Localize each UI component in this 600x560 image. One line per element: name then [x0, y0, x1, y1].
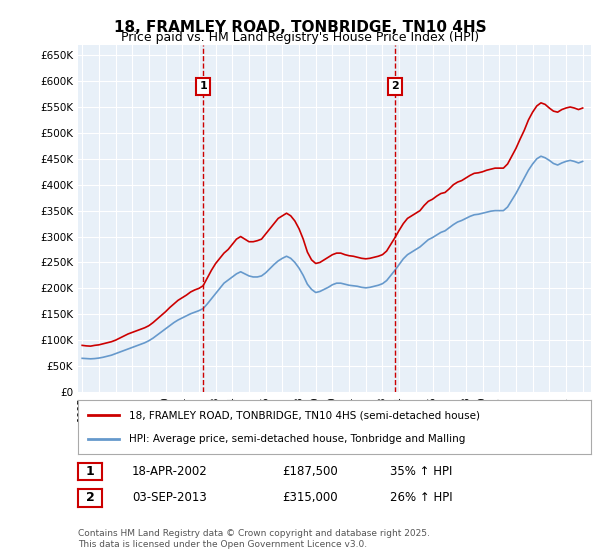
- Text: 18-APR-2002: 18-APR-2002: [132, 465, 208, 478]
- Text: 18, FRAMLEY ROAD, TONBRIDGE, TN10 4HS (semi-detached house): 18, FRAMLEY ROAD, TONBRIDGE, TN10 4HS (s…: [130, 410, 481, 421]
- Text: £315,000: £315,000: [282, 491, 338, 505]
- Text: 2: 2: [391, 81, 399, 91]
- Text: £187,500: £187,500: [282, 465, 338, 478]
- Text: 35% ↑ HPI: 35% ↑ HPI: [390, 465, 452, 478]
- Text: 1: 1: [86, 465, 94, 478]
- Text: 1: 1: [199, 81, 207, 91]
- Text: 03-SEP-2013: 03-SEP-2013: [132, 491, 207, 505]
- Text: HPI: Average price, semi-detached house, Tonbridge and Malling: HPI: Average price, semi-detached house,…: [130, 433, 466, 444]
- Text: Price paid vs. HM Land Registry's House Price Index (HPI): Price paid vs. HM Land Registry's House …: [121, 31, 479, 44]
- Text: 26% ↑ HPI: 26% ↑ HPI: [390, 491, 452, 505]
- Text: Contains HM Land Registry data © Crown copyright and database right 2025.
This d: Contains HM Land Registry data © Crown c…: [78, 529, 430, 549]
- Text: 2: 2: [86, 491, 94, 505]
- Text: 18, FRAMLEY ROAD, TONBRIDGE, TN10 4HS: 18, FRAMLEY ROAD, TONBRIDGE, TN10 4HS: [113, 20, 487, 35]
